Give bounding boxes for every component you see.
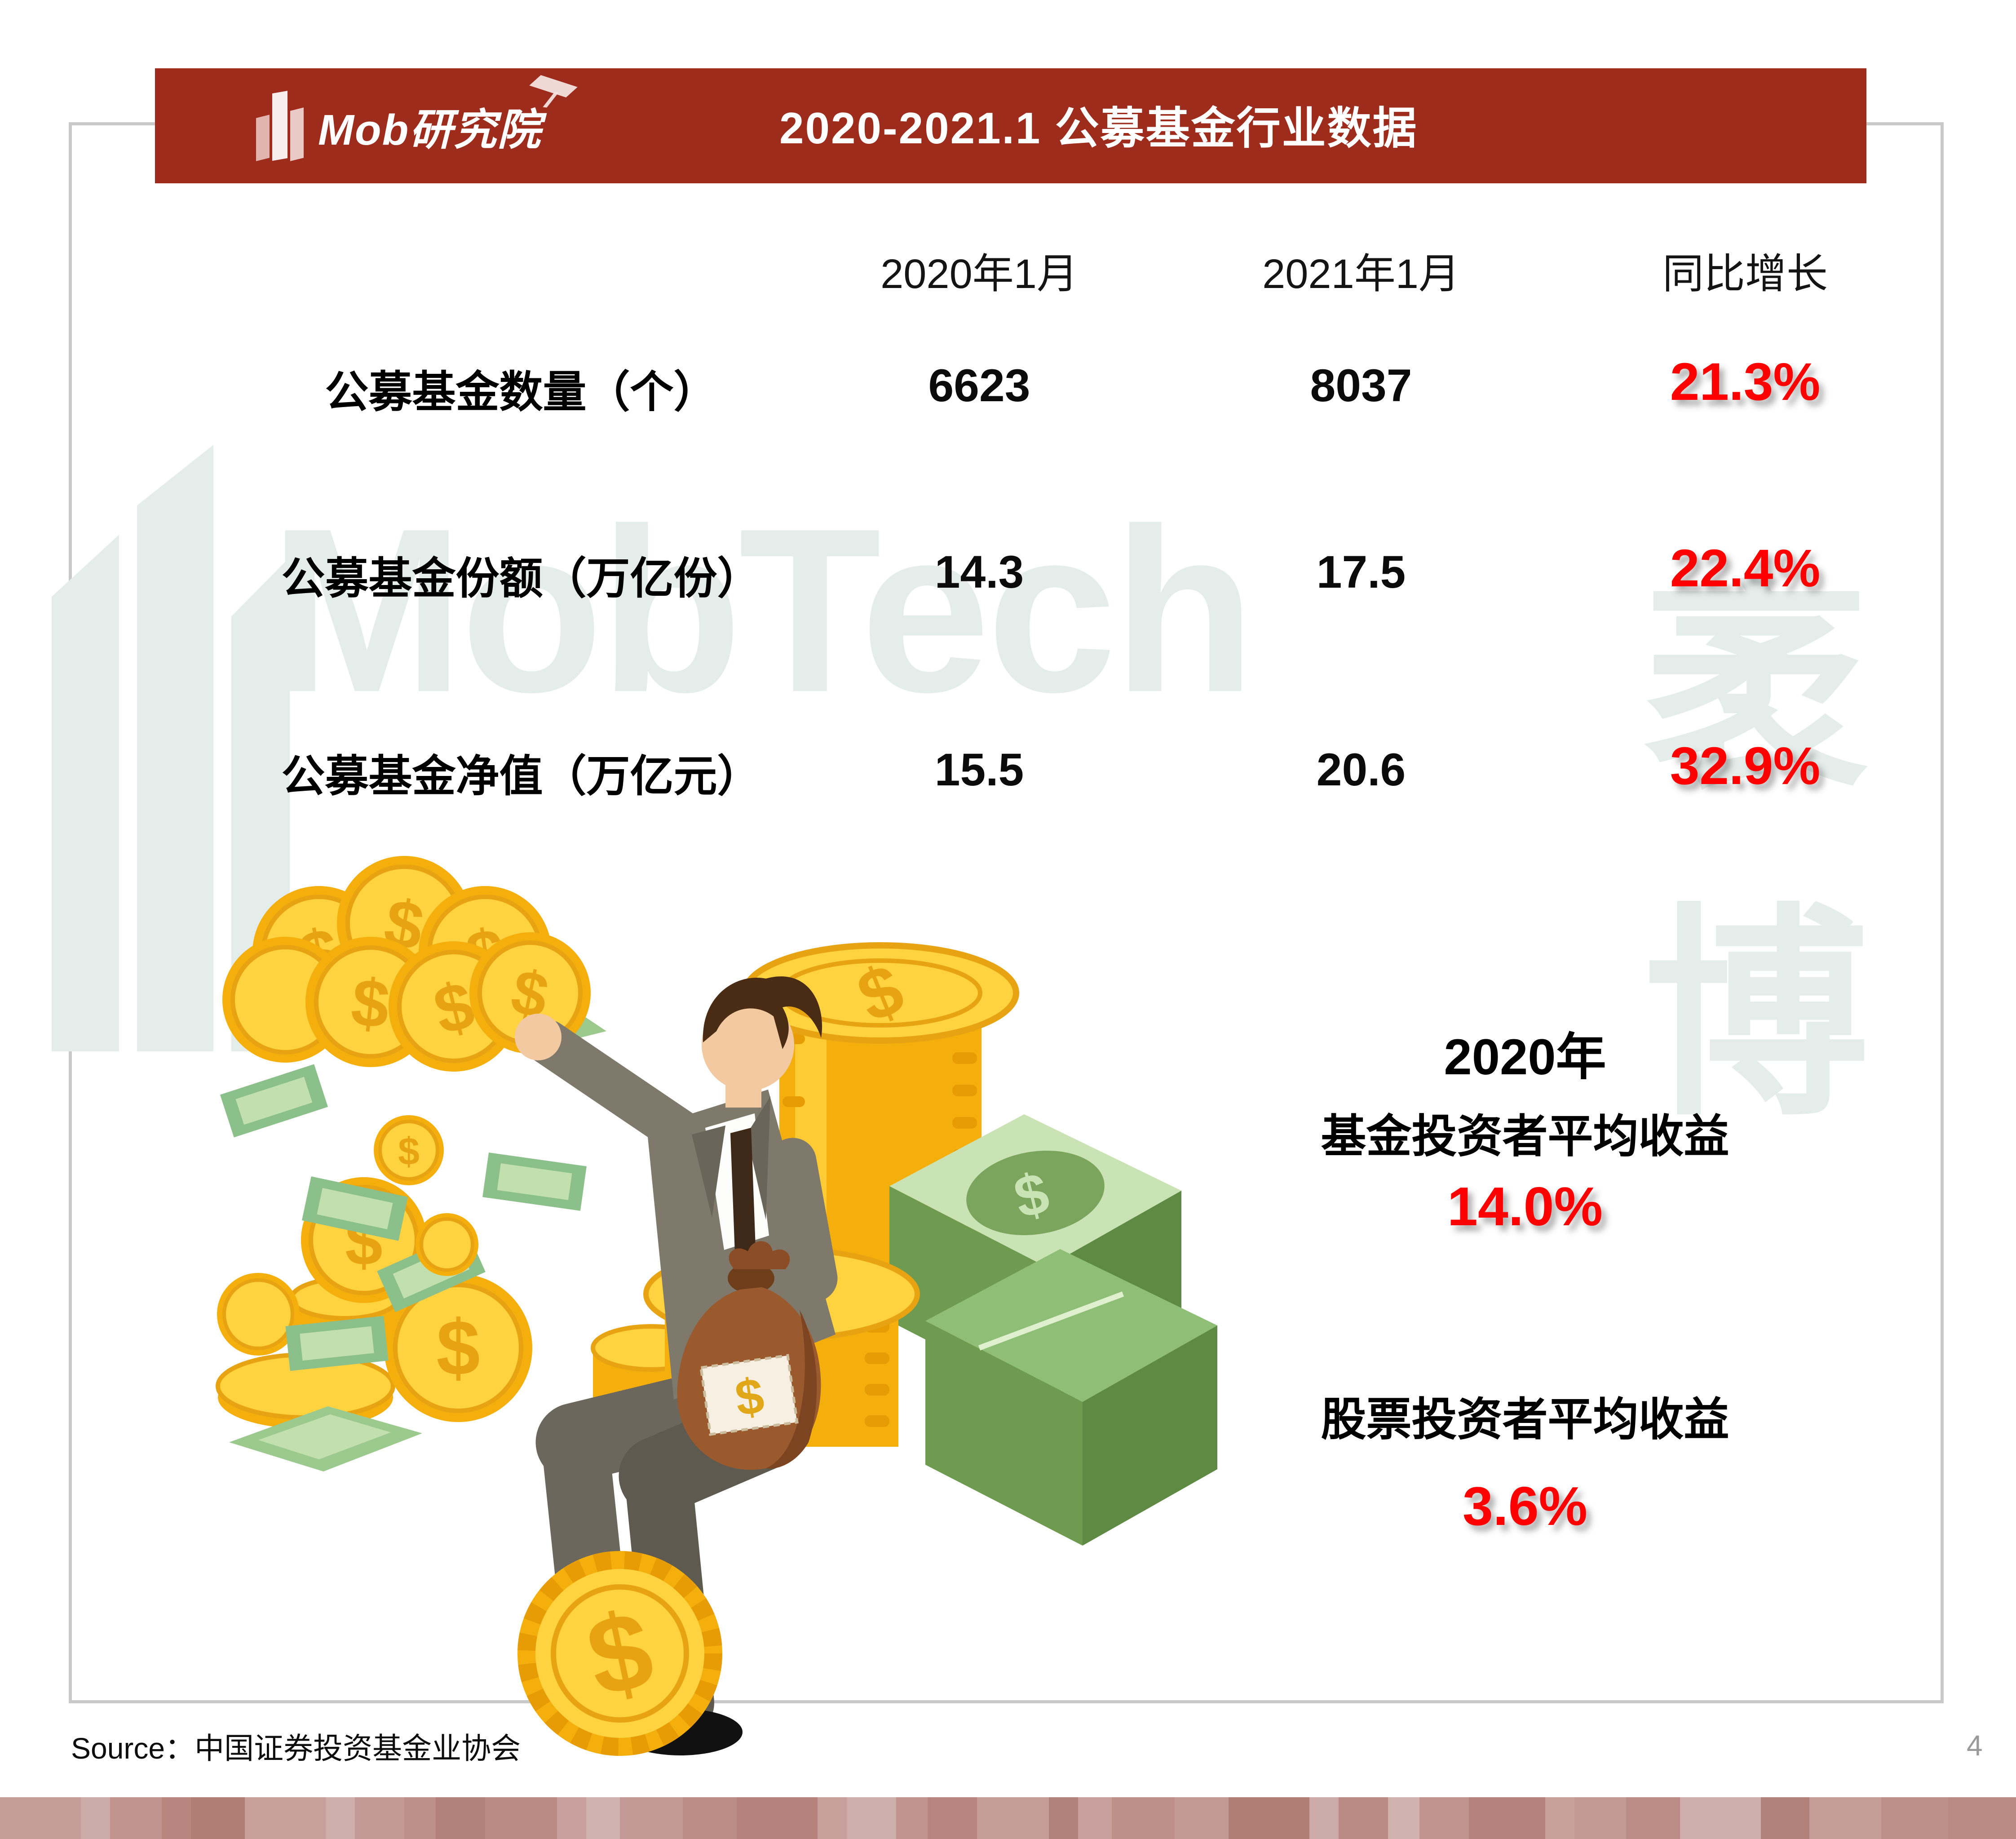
footer-stripe bbox=[737, 1797, 818, 1839]
footer-stripe bbox=[1545, 1797, 1574, 1839]
footer-stripes bbox=[0, 1797, 2016, 1839]
footer-stripe bbox=[436, 1797, 485, 1839]
footer-stripe bbox=[1339, 1797, 1388, 1839]
footer-stripe bbox=[1419, 1797, 1469, 1839]
logo-text: Mob研究院 bbox=[318, 75, 578, 157]
footer-stripe bbox=[1469, 1797, 1545, 1839]
stock-investor-return-value: 3.6% bbox=[1462, 1476, 1588, 1537]
footer-stripe bbox=[485, 1797, 557, 1839]
fund-investor-return-value: 14.0% bbox=[1447, 1176, 1603, 1237]
falling-coin-icon: $ bbox=[374, 1115, 478, 1276]
footer-stripe bbox=[191, 1797, 245, 1839]
header-band: Mob研究院 2020-2021.1 公募基金行业数据 bbox=[155, 68, 1866, 183]
footer-stripe bbox=[1078, 1797, 1112, 1839]
footer-stripe bbox=[1949, 1797, 2016, 1839]
value-fund-nav-2021: 20.6 bbox=[1316, 744, 1406, 795]
footer-stripe bbox=[1229, 1797, 1309, 1839]
fund-investor-return-label: 基金投资者平均收益 bbox=[1321, 1112, 1729, 1162]
value-fund-shares-2021: 17.5 bbox=[1316, 546, 1406, 598]
growth-fund-nav: 32.9% bbox=[1670, 736, 1821, 796]
mob-logo: Mob研究院 bbox=[256, 68, 578, 183]
big-gold-coin-icon: $ bbox=[517, 1551, 722, 1756]
footer-stripe bbox=[818, 1797, 847, 1839]
footer-stripe bbox=[81, 1797, 110, 1839]
footer-stripe bbox=[1761, 1797, 1809, 1839]
page-number: 4 bbox=[1967, 1729, 1983, 1762]
highlight-year: 2020年 bbox=[1444, 1029, 1606, 1085]
growth-fund-shares: 22.4% bbox=[1670, 539, 1821, 598]
money-bag-icon: $ bbox=[677, 1241, 821, 1470]
row-label-fund-count: 公募基金数量（个） bbox=[325, 368, 717, 417]
svg-text:$: $ bbox=[348, 964, 393, 1043]
footer-stripe bbox=[557, 1797, 586, 1839]
footer-stripe bbox=[0, 1797, 81, 1839]
building-icon bbox=[256, 91, 305, 161]
value-fund-nav-2020: 15.5 bbox=[934, 744, 1024, 795]
svg-text:$: $ bbox=[398, 1130, 420, 1173]
watermark-building-bar bbox=[137, 445, 213, 1051]
svg-text:$: $ bbox=[436, 1304, 480, 1392]
footer-stripe bbox=[404, 1797, 436, 1839]
watermark-building-bar bbox=[52, 535, 119, 1051]
footer-stripe bbox=[245, 1797, 326, 1839]
footer-stripe bbox=[1175, 1797, 1229, 1839]
column-header-growth: 同比增长 bbox=[1662, 251, 1828, 297]
footer-stripe bbox=[683, 1797, 737, 1839]
footer-stripe bbox=[1809, 1797, 1881, 1839]
footer-stripe bbox=[1881, 1797, 1949, 1839]
footer-stripe bbox=[977, 1797, 1049, 1839]
column-header-2021: 2021年1月 bbox=[1262, 251, 1460, 297]
page-title: 2020-2021.1 公募基金行业数据 bbox=[779, 103, 1418, 153]
footer-stripe bbox=[586, 1797, 620, 1839]
footer-stripe bbox=[110, 1797, 162, 1839]
footer-stripe bbox=[1049, 1797, 1078, 1839]
footer-stripe bbox=[896, 1797, 928, 1839]
footer-stripe bbox=[847, 1797, 896, 1839]
footer-stripe bbox=[355, 1797, 404, 1839]
footer-stripe bbox=[1574, 1797, 1626, 1839]
footer-stripe bbox=[1309, 1797, 1339, 1839]
column-header-2020: 2020年1月 bbox=[880, 251, 1078, 297]
footer-stripe bbox=[162, 1797, 191, 1839]
stock-investor-return-label: 股票投资者平均收益 bbox=[1321, 1395, 1729, 1445]
footer-stripe bbox=[1680, 1797, 1761, 1839]
value-fund-shares-2020: 14.3 bbox=[934, 546, 1024, 598]
footer-stripe bbox=[1388, 1797, 1419, 1839]
footer-stripe bbox=[326, 1797, 355, 1839]
businessman-money-illustration: $ $ $ $ bbox=[216, 856, 1217, 1756]
footer-stripe bbox=[928, 1797, 977, 1839]
growth-fund-count: 21.3% bbox=[1670, 352, 1821, 412]
footer-stripe bbox=[1626, 1797, 1680, 1839]
footer-stripe bbox=[1112, 1797, 1175, 1839]
coin-handful-icon: $ $ $ $ $ $ bbox=[222, 856, 606, 1072]
graduation-cap-icon bbox=[529, 75, 578, 97]
value-fund-count-2020: 6623 bbox=[928, 360, 1030, 411]
value-fund-count-2021: 8037 bbox=[1310, 360, 1412, 411]
source-note: Source：中国证券投资基金业协会 bbox=[71, 1732, 521, 1765]
row-label-fund-nav: 公募基金净值（万亿元） bbox=[281, 752, 761, 801]
footer-stripe bbox=[620, 1797, 683, 1839]
banknote-bundle-icon bbox=[925, 1249, 1217, 1546]
row-label-fund-shares: 公募基金份额（万亿份） bbox=[281, 554, 761, 603]
